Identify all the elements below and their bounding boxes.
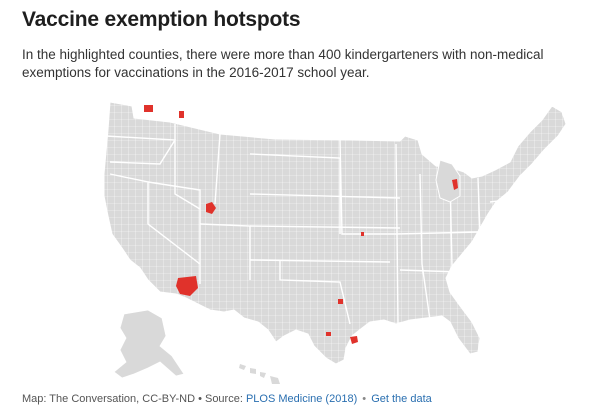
us-county-map bbox=[103, 101, 567, 384]
hotspot-counties bbox=[144, 105, 458, 344]
hotspot-travis-tx bbox=[326, 332, 331, 336]
hawaii bbox=[239, 364, 280, 384]
footer-separator: • bbox=[362, 393, 367, 405]
get-data-link[interactable]: Get the data bbox=[371, 393, 432, 405]
hotspot-harris-tx bbox=[350, 336, 358, 344]
hotspot-tarrant-tx bbox=[338, 299, 343, 304]
hotspot-spokane-wa bbox=[179, 111, 184, 118]
map-title: Vaccine exemption hotspots bbox=[22, 8, 301, 31]
hotspot-maricopa-az bbox=[176, 276, 198, 296]
hotspot-utah-ut bbox=[206, 202, 216, 214]
hotspot-king-wa bbox=[144, 105, 153, 112]
alaska bbox=[113, 309, 185, 379]
hotspot-oakland-mi bbox=[452, 179, 458, 190]
hotspot-johnson-ks bbox=[361, 232, 364, 236]
footer-credit: Map: The Conversation, CC-BY-ND • Source… bbox=[22, 393, 246, 405]
michigan-lower bbox=[435, 159, 461, 203]
source-link[interactable]: PLOS Medicine (2018) bbox=[245, 393, 358, 405]
map-subtitle: In the highlighted counties, there were … bbox=[22, 47, 544, 80]
contiguous-us bbox=[103, 101, 567, 365]
map-footer: Map: The Conversation, CC-BY-ND • Source… bbox=[22, 393, 432, 405]
